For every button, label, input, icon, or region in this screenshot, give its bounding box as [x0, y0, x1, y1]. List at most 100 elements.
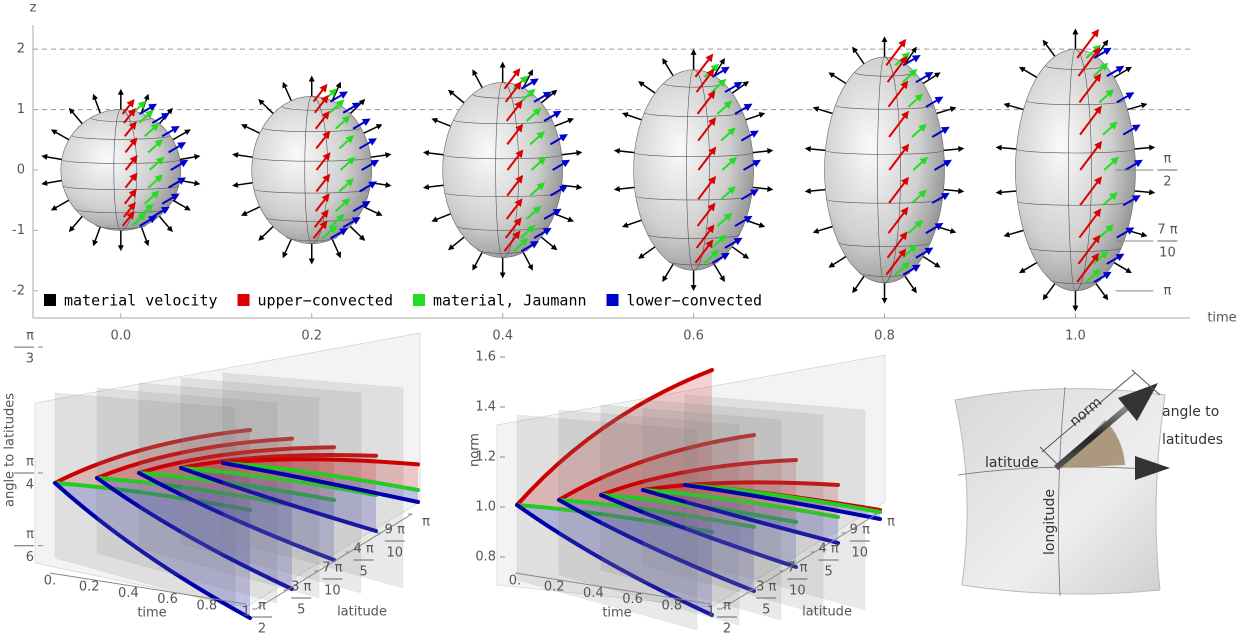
- tick-label: 5: [824, 564, 832, 579]
- velocity-arrow: [752, 185, 774, 192]
- velocity-arrow: [540, 236, 558, 251]
- latitude-line: [61, 159, 181, 164]
- tick-label: 2: [1163, 174, 1171, 189]
- rate-arrow: [529, 131, 545, 146]
- velocity-arrow: [68, 215, 83, 233]
- rate-arrow: [530, 156, 547, 171]
- rate-arrow: [151, 206, 170, 218]
- velocity-arrow: [804, 146, 826, 152]
- rate-arrow: [342, 217, 361, 229]
- latitude-line: [90, 117, 152, 122]
- velocity-arrow: [812, 106, 833, 115]
- rate-arrow: [933, 159, 952, 171]
- rate-arrow: [505, 100, 523, 122]
- velocity-arrow: [431, 213, 451, 223]
- rate-arrow: [334, 115, 351, 130]
- y-axis-label: angle to latitudes: [3, 393, 18, 507]
- velocity-arrow: [662, 263, 674, 282]
- rate-arrow: [888, 143, 910, 171]
- tick-label: π: [1164, 151, 1172, 166]
- velocity-arrow: [936, 106, 957, 115]
- tick-label: 5: [297, 602, 305, 617]
- velocity-arrow: [447, 236, 465, 251]
- slice-plane: [558, 409, 740, 626]
- rate-arrow: [695, 224, 715, 249]
- tick-label: 10: [387, 546, 404, 561]
- rate-arrow: [720, 186, 736, 201]
- rate-arrow: [887, 80, 909, 108]
- velocity-arrow: [68, 107, 83, 125]
- curve: [683, 483, 882, 521]
- tick-label: 4 π: [353, 541, 373, 556]
- latitude-line: [62, 185, 180, 190]
- rate-arrow: [358, 181, 378, 193]
- tick-label: 5: [762, 602, 770, 617]
- velocity-arrow: [554, 117, 574, 127]
- velocity-arrow: [995, 144, 1017, 151]
- tick-label: π: [258, 599, 266, 614]
- tick-label: 2: [723, 622, 731, 637]
- rate-arrow: [716, 212, 733, 227]
- velocity-arrow: [804, 187, 826, 194]
- rate-arrow: [886, 231, 908, 259]
- rate-arrow: [1077, 234, 1101, 265]
- velocity-arrow: [172, 129, 191, 141]
- rate-arrow: [525, 205, 542, 220]
- latitude-line: [262, 127, 362, 133]
- rate-arrow: [1076, 252, 1100, 283]
- velocity-arrow: [331, 238, 342, 259]
- rate-arrow: [724, 81, 743, 93]
- velocity-arrow: [232, 152, 253, 159]
- x-axis-label: time: [602, 606, 631, 621]
- velocity-arrow: [1042, 283, 1056, 301]
- velocity-arrow: [540, 89, 558, 104]
- velocity-arrow: [41, 179, 62, 186]
- rate-arrow: [1077, 46, 1101, 77]
- ellipsoid-group: [613, 48, 774, 292]
- rate-arrow: [329, 91, 348, 103]
- curve: [53, 481, 252, 512]
- meridian: [693, 69, 710, 271]
- velocity-arrow: [852, 46, 865, 65]
- rate-arrow: [313, 94, 329, 114]
- velocity-arrow: [140, 226, 150, 247]
- velocity-arrow: [179, 153, 201, 161]
- rate-arrow: [329, 99, 345, 114]
- rate-arrow: [1079, 140, 1103, 171]
- label: angle to: [1162, 404, 1219, 420]
- rate-arrow: [124, 172, 138, 189]
- rate-arrow: [352, 200, 371, 213]
- curve: [95, 436, 294, 480]
- tick-label: π: [1164, 283, 1172, 298]
- tick-label: 7 π: [322, 561, 342, 576]
- rate-arrow: [1076, 28, 1100, 59]
- curve: [137, 445, 336, 475]
- rate-arrow: [697, 175, 717, 200]
- back-wall: [496, 354, 886, 608]
- slice-plane: [642, 399, 824, 616]
- tick-label: π: [887, 515, 895, 530]
- tick-label: 4: [26, 477, 34, 492]
- x-tick-label: 0.2: [79, 580, 100, 595]
- rate-arrow: [721, 156, 738, 171]
- slice-plane: [600, 404, 782, 621]
- latitude-line: [477, 249, 529, 254]
- rate-arrow: [716, 100, 733, 115]
- velocity-arrow: [613, 148, 635, 155]
- rate-arrow: [504, 81, 522, 103]
- norm-tick: [1039, 446, 1059, 466]
- x-tick-label: 1: [242, 605, 250, 620]
- velocity-arrow: [370, 181, 392, 188]
- rate-arrow: [915, 247, 934, 259]
- velocity-arrow: [92, 93, 102, 114]
- x-tick-label: 0.8: [874, 329, 895, 344]
- velocity-arrow: [522, 251, 533, 271]
- rate-arrow: [711, 252, 730, 264]
- legend-swatch: [413, 294, 425, 306]
- rate-arrow: [720, 127, 736, 142]
- rate-arrow: [543, 208, 562, 220]
- rate-arrow: [512, 237, 529, 252]
- tick-label: 3 π: [291, 579, 311, 594]
- latitude-line: [1029, 247, 1122, 252]
- x-tick-label: 0.2: [544, 580, 565, 595]
